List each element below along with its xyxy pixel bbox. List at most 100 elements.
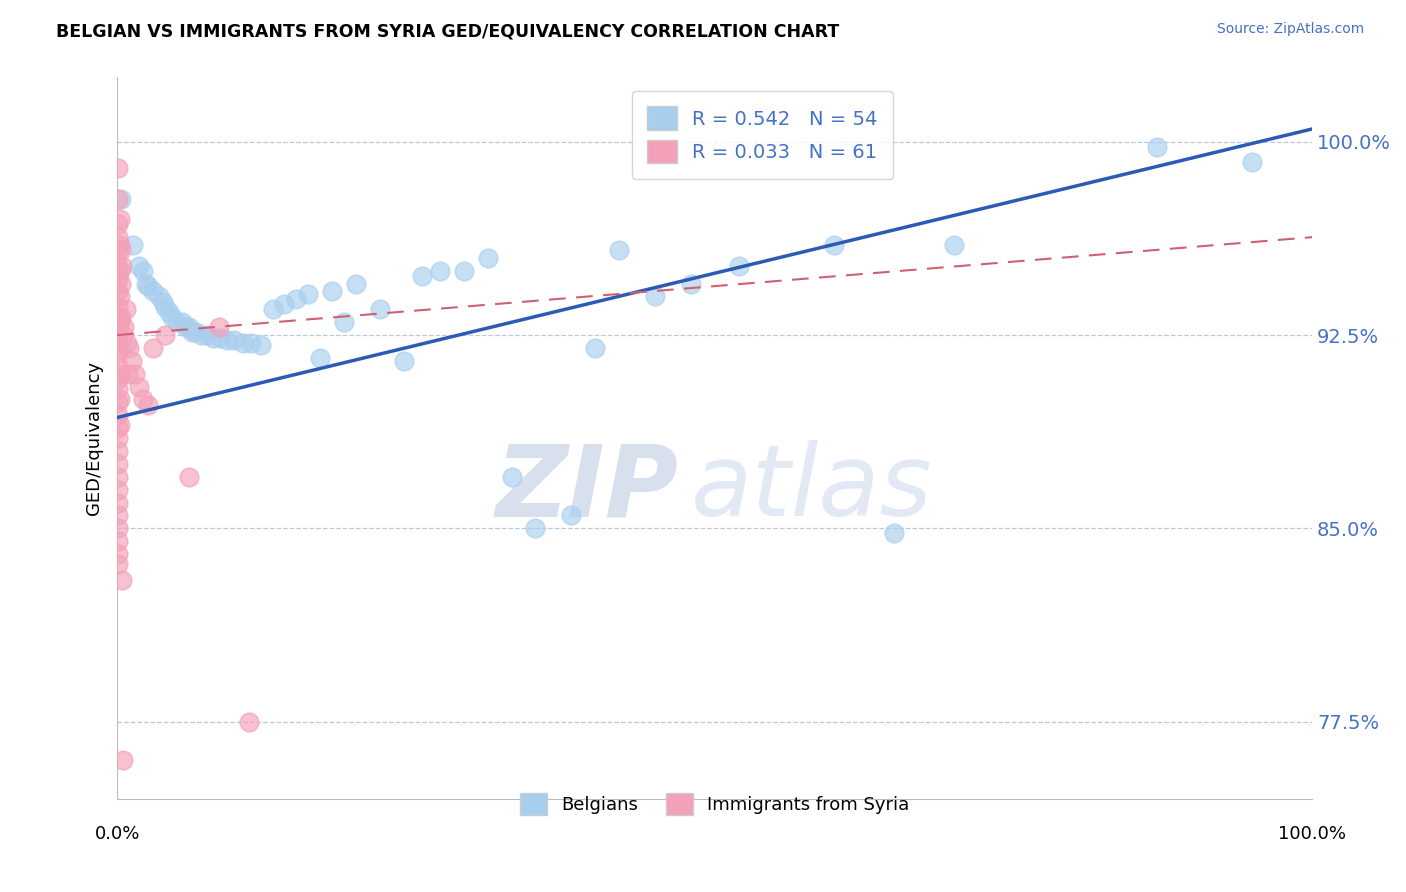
Point — [607, 243, 630, 257]
Text: atlas: atlas — [690, 440, 932, 537]
Point — [107, 192, 129, 206]
Point — [644, 289, 666, 303]
Point — [107, 323, 129, 337]
Point — [117, 367, 139, 381]
Point — [110, 277, 132, 291]
Point — [108, 263, 131, 277]
Point — [524, 521, 547, 535]
Legend: Belgians, Immigrants from Syria: Belgians, Immigrants from Syria — [506, 779, 924, 830]
Point — [107, 408, 129, 422]
Point — [132, 392, 155, 407]
Point — [142, 285, 165, 299]
Point — [368, 302, 391, 317]
Point — [453, 263, 475, 277]
Point — [128, 259, 150, 273]
Point — [110, 243, 132, 257]
Point — [108, 238, 131, 252]
Point — [118, 341, 141, 355]
Point — [201, 331, 224, 345]
Point — [110, 310, 132, 324]
Point — [273, 297, 295, 311]
Point — [142, 341, 165, 355]
Point — [107, 508, 129, 523]
Point — [190, 328, 212, 343]
Point — [208, 320, 231, 334]
Point — [107, 444, 129, 458]
Point — [1146, 140, 1168, 154]
Point — [136, 398, 159, 412]
Point — [560, 508, 582, 523]
Point — [107, 230, 129, 244]
Point — [1241, 155, 1264, 169]
Point — [108, 418, 131, 433]
Point — [153, 328, 176, 343]
Point — [107, 243, 129, 257]
Point — [333, 315, 356, 329]
Point — [238, 714, 260, 729]
Point — [679, 277, 702, 291]
Point — [108, 392, 131, 407]
Point — [477, 251, 499, 265]
Point — [501, 469, 523, 483]
Point — [132, 263, 155, 277]
Point — [177, 469, 200, 483]
Point — [184, 326, 207, 340]
Point — [224, 333, 246, 347]
Point — [108, 367, 131, 381]
Point — [177, 320, 200, 334]
Text: BELGIAN VS IMMIGRANTS FROM SYRIA GED/EQUIVALENCY CORRELATION CHART: BELGIAN VS IMMIGRANTS FROM SYRIA GED/EQU… — [56, 22, 839, 40]
Point — [152, 294, 174, 309]
Point — [128, 379, 150, 393]
Point — [107, 271, 129, 285]
Point — [583, 341, 606, 355]
Point — [107, 161, 129, 175]
Text: 100.0%: 100.0% — [1278, 824, 1346, 843]
Point — [240, 335, 263, 350]
Point — [108, 212, 131, 227]
Point — [107, 285, 129, 299]
Point — [135, 277, 157, 291]
Point — [297, 286, 319, 301]
Point — [392, 354, 415, 368]
Point — [136, 279, 159, 293]
Point — [107, 259, 129, 273]
Point — [148, 289, 170, 303]
Point — [107, 558, 129, 572]
Point — [107, 310, 129, 324]
Point — [107, 457, 129, 471]
Point — [107, 547, 129, 561]
Point — [942, 238, 965, 252]
Point — [114, 302, 136, 317]
Point — [108, 289, 131, 303]
Point — [262, 302, 284, 317]
Point — [107, 346, 129, 360]
Point — [121, 238, 143, 252]
Point — [108, 341, 131, 355]
Point — [124, 367, 146, 381]
Point — [208, 331, 231, 345]
Point — [727, 259, 749, 273]
Point — [309, 351, 332, 366]
Point — [823, 238, 845, 252]
Point — [170, 315, 193, 329]
Point — [883, 526, 905, 541]
Point — [176, 320, 198, 334]
Point — [107, 382, 129, 396]
Point — [107, 335, 129, 350]
Point — [112, 328, 135, 343]
Point — [112, 753, 135, 767]
Point — [107, 521, 129, 535]
Point — [111, 573, 134, 587]
Point — [107, 359, 129, 373]
Point — [344, 277, 367, 291]
Point — [285, 292, 308, 306]
Point — [107, 372, 129, 386]
Point — [166, 315, 188, 329]
Point — [107, 421, 129, 435]
Point — [107, 395, 129, 409]
Point — [411, 268, 433, 283]
Point — [107, 469, 129, 483]
Point — [195, 328, 218, 343]
Point — [108, 315, 131, 329]
Point — [232, 335, 254, 350]
